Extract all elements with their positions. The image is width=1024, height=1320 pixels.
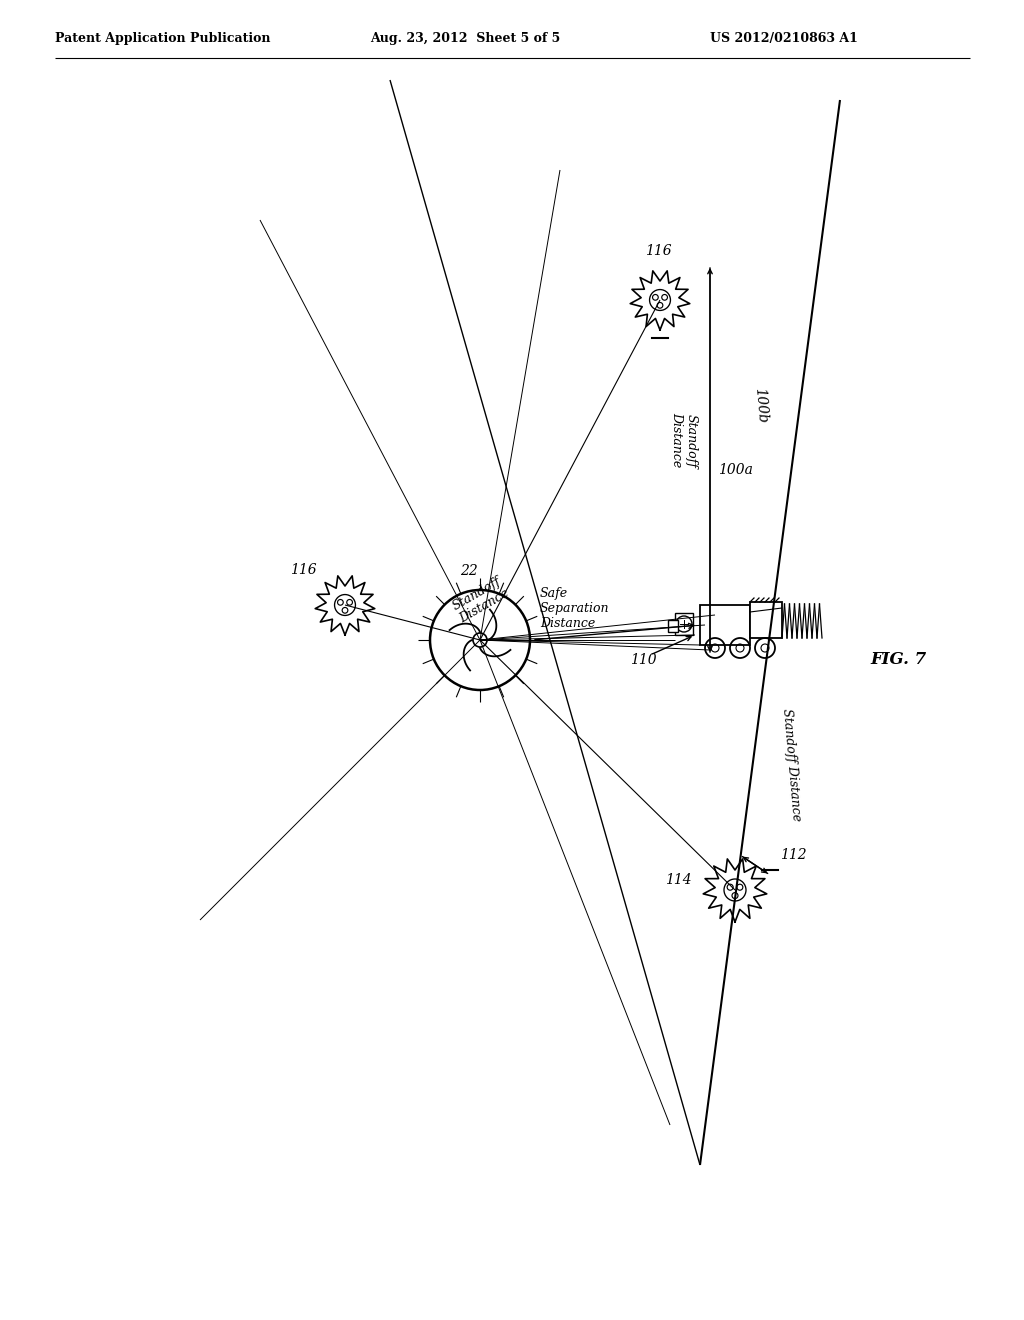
Bar [750,602,782,638]
Text: 22: 22 [460,564,478,578]
Text: Patent Application Publication: Patent Application Publication [55,32,270,45]
Bar [668,620,678,632]
Text: FIG. 7: FIG. 7 [870,652,927,668]
Text: 112: 112 [780,847,807,862]
Text: US 2012/0210863 A1: US 2012/0210863 A1 [710,32,858,45]
Text: Standoff
Distance: Standoff Distance [450,574,512,626]
Text: 110: 110 [630,653,656,667]
Text: 100b: 100b [752,387,769,424]
Text: 116: 116 [645,244,672,257]
Text: 100a: 100a [718,463,753,477]
Text: Aug. 23, 2012  Sheet 5 of 5: Aug. 23, 2012 Sheet 5 of 5 [370,32,560,45]
Text: 116: 116 [290,564,316,577]
Text: Standoff Distance: Standoff Distance [780,708,803,822]
Bar [675,612,693,635]
Bar [700,605,750,645]
Text: Safe
Separation
Distance: Safe Separation Distance [540,587,609,630]
Text: 114: 114 [665,873,691,887]
Text: Standoff
Distance: Standoff Distance [670,412,698,467]
